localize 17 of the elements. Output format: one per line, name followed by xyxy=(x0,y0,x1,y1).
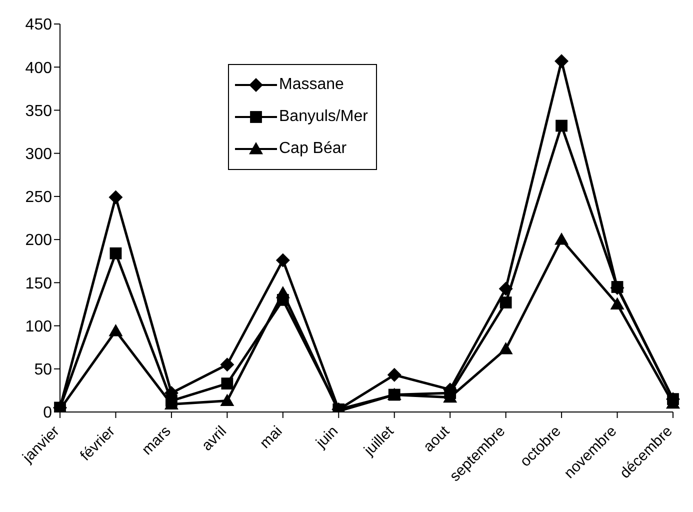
y-tick-label: 300 xyxy=(25,146,52,164)
y-tick-label: 0 xyxy=(43,404,52,422)
x-tick-label: aout xyxy=(420,422,454,456)
y-tick-label: 250 xyxy=(25,189,52,206)
y-tick-label: 50 xyxy=(34,362,52,379)
x-tick-label: avril xyxy=(198,422,230,454)
y-tick-label: 100 xyxy=(25,318,52,336)
y-tick-label: 400 xyxy=(25,60,52,77)
y-tick-label: 350 xyxy=(25,102,52,120)
legend-label: Cap Béar xyxy=(279,140,347,158)
x-tick-label: mai xyxy=(256,422,286,452)
legend-label: Banyuls/Mer xyxy=(279,108,368,126)
legend-label: Massane xyxy=(279,76,344,94)
y-tick-label: 450 xyxy=(25,16,52,34)
y-tick-label: 200 xyxy=(25,232,52,250)
x-tick-label: juin xyxy=(312,422,342,452)
y-tick-label: 150 xyxy=(25,275,52,292)
